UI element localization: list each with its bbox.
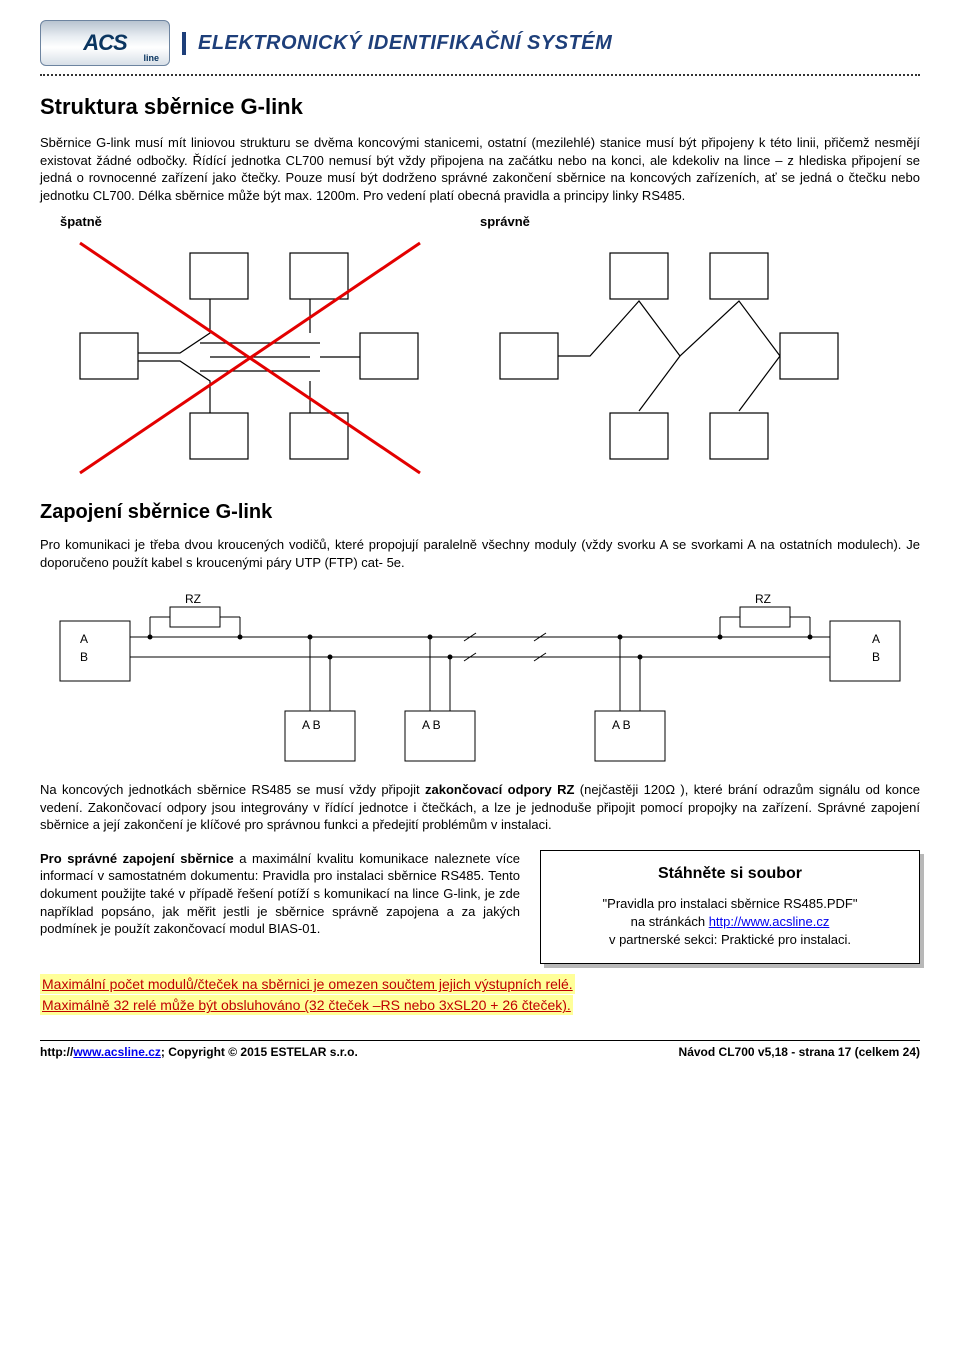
highlight-line1: Maximální počet modulů/čteček na sběrnic… (40, 974, 575, 994)
svg-text:B: B (872, 650, 880, 664)
svg-text:A: A (80, 632, 88, 646)
section1-paragraph: Sběrnice G-link musí mít liniovou strukt… (40, 134, 920, 204)
footer-link[interactable]: www.acsline.cz (73, 1045, 161, 1059)
svg-text:RZ: RZ (755, 592, 771, 606)
page-header: ACS line ELEKTRONICKÝ IDENTIFIKAČNÍ SYST… (40, 20, 920, 72)
page-footer: http://www.acsline.cz; Copyright © 2015 … (40, 1040, 920, 1059)
footer-left-post: ; Copyright © 2015 ESTELAR s.r.o. (161, 1045, 358, 1059)
callout-link[interactable]: http://www.acsline.cz (709, 914, 830, 929)
svg-text:B: B (80, 650, 88, 664)
callout-title: Stáhněte si soubor (559, 865, 901, 883)
p1-pre: Na koncových jednotkách sběrnice RS485 s… (40, 782, 425, 797)
callout-line2-pre: na stránkách (631, 914, 709, 929)
section2-heading: Zapojení sběrnice G-link (40, 501, 920, 524)
section2-paragraph: Pro komunikaci je třeba dvou kroucených … (40, 536, 920, 571)
logo-text: ACS (83, 30, 126, 56)
topology-diagrams: špatně správně (60, 214, 920, 483)
diagram-wrong (60, 233, 440, 483)
highlight-line2: Maximálně 32 relé může být obsluhováno (… (40, 995, 573, 1015)
section1-heading: Struktura sběrnice G-link (40, 94, 920, 120)
logo: ACS line (40, 20, 170, 66)
svg-text:A B: A B (422, 718, 441, 732)
footer-right: Návod CL700 v5,18 - strana 17 (celkem 24… (679, 1045, 920, 1059)
section3-para2: Pro správné zapojení sběrnice a maximáln… (40, 850, 520, 938)
callout-line3: v partnerské sekci: Praktické pro instal… (559, 931, 901, 949)
section3-para1: Na koncových jednotkách sběrnice RS485 s… (40, 781, 920, 834)
callout-line1: "Pravidla pro instalaci sběrnice RS485.P… (559, 895, 901, 913)
callout-line2: na stránkách http://www.acsline.cz (559, 913, 901, 931)
svg-text:RZ: RZ (185, 592, 201, 606)
p2-bold: Pro správné zapojení sběrnice (40, 851, 234, 866)
diagram-wiring: RZRZABABA BA BA B (40, 581, 920, 781)
highlight-block: Maximální počet modulů/čteček na sběrnic… (40, 974, 920, 1016)
header-divider (40, 74, 920, 76)
label-correct: správně (480, 214, 860, 229)
footer-left-pre: http:// (40, 1045, 73, 1059)
two-column-block: Pro správné zapojení sběrnice a maximáln… (40, 850, 920, 965)
download-callout: Stáhněte si soubor "Pravidla pro instala… (540, 850, 920, 965)
svg-text:A B: A B (302, 718, 321, 732)
diagram-correct (480, 233, 860, 483)
svg-text:A: A (872, 632, 880, 646)
header-title: ELEKTRONICKÝ IDENTIFIKAČNÍ SYSTÉM (182, 32, 612, 55)
svg-text:A B: A B (612, 718, 631, 732)
logo-subtext: line (143, 53, 159, 63)
label-wrong: špatně (60, 214, 440, 229)
p1-bold: zakončovací odpory RZ (425, 782, 574, 797)
footer-left: http://www.acsline.cz; Copyright © 2015 … (40, 1045, 358, 1059)
